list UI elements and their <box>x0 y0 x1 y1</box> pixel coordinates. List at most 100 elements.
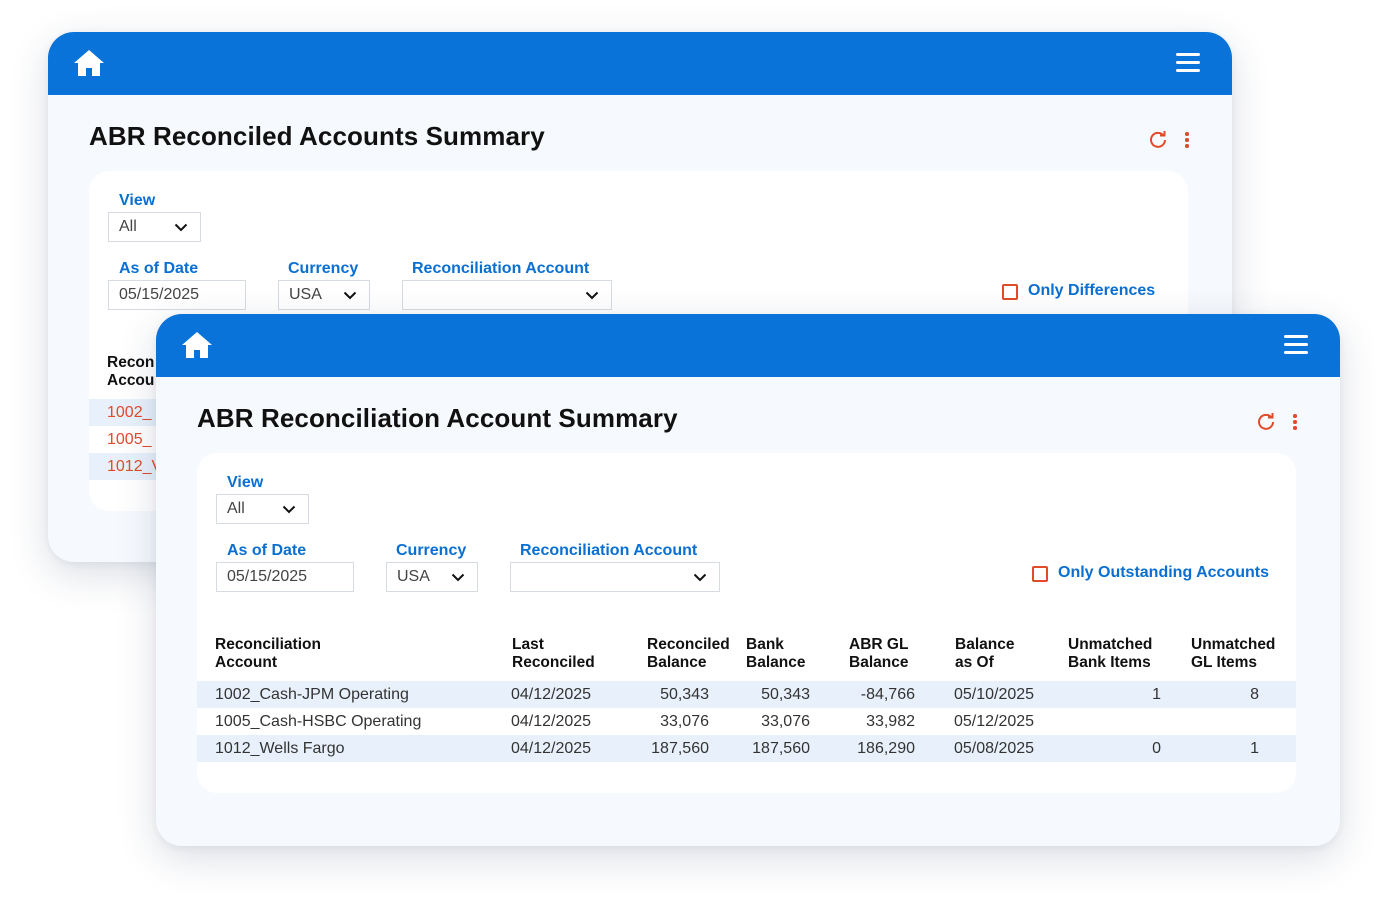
recon-account-label: Reconciliation Account <box>520 542 698 559</box>
header-line2: Balance <box>746 654 806 671</box>
header-line2: Reconciled <box>512 654 595 671</box>
view-select[interactable]: All <box>216 494 309 524</box>
chevron-down-icon <box>343 291 357 300</box>
front-window: ABR Reconciliation Account Summary View … <box>156 314 1340 846</box>
only-differences-checkbox[interactable] <box>1002 284 1018 300</box>
account-link[interactable]: 1005_ <box>107 431 152 448</box>
header-line1: Balance <box>955 636 1015 653</box>
table-row[interactable]: 1005_ <box>89 426 1188 453</box>
table-row[interactable]: 1002_Cash-JPM Operating 04/12/2025 50,34… <box>197 681 1296 708</box>
menu-icon[interactable] <box>1284 335 1308 355</box>
currency-label: Currency <box>288 260 359 277</box>
cell-bank-balance: 187,560 <box>752 740 810 757</box>
cell-balance-as-of: 05/12/2025 <box>954 713 1035 730</box>
kebab-icon[interactable] <box>1184 132 1190 150</box>
refresh-icon[interactable] <box>1256 411 1276 431</box>
col-header-unmatched-gl[interactable]: Unmatched GL Items <box>1191 636 1275 672</box>
header-line2: as Of <box>955 654 994 671</box>
currency-label: Currency <box>396 542 467 559</box>
only-outstanding-checkbox[interactable] <box>1032 566 1048 582</box>
cell-last-reconciled: 04/12/2025 <box>511 740 592 757</box>
kebab-icon[interactable] <box>1292 414 1298 432</box>
currency-select[interactable]: USA <box>386 562 478 592</box>
view-select[interactable]: All <box>108 212 201 242</box>
cell-unmatched-gl: 1 <box>1250 740 1259 757</box>
table-header-account: Recon Accou <box>107 354 154 390</box>
chevron-down-icon <box>693 573 707 582</box>
cell-unmatched-bank: 1 <box>1152 686 1161 703</box>
cell-balance-as-of: 05/10/2025 <box>954 686 1035 703</box>
summary-panel: View All As of Date 05/15/2025 Currency … <box>197 453 1296 793</box>
table-row[interactable]: 1012_Wells Fargo 04/12/2025 187,560 187,… <box>197 735 1296 762</box>
header-line1: Unmatched <box>1191 636 1276 653</box>
cell-last-reconciled: 04/12/2025 <box>511 713 592 730</box>
as-of-date-label: As of Date <box>227 542 307 559</box>
col-header-bank-balance[interactable]: Bank Balance <box>746 636 805 672</box>
view-select-value: All <box>119 218 137 235</box>
cell-last-reconciled: 04/12/2025 <box>511 686 592 703</box>
home-icon[interactable] <box>180 330 214 360</box>
chevron-down-icon <box>282 505 296 514</box>
cell-bank-balance: 33,076 <box>761 713 810 730</box>
view-select-value: All <box>227 500 245 517</box>
cell-balance-as-of: 05/08/2025 <box>954 740 1035 757</box>
recon-account-select[interactable] <box>402 280 612 310</box>
cell-account[interactable]: 1005_Cash-HSBC Operating <box>215 713 422 730</box>
recon-account-label: Reconciliation Account <box>412 260 590 277</box>
header-line1: Recon <box>107 354 155 371</box>
refresh-icon[interactable] <box>1148 129 1168 149</box>
header-line1: Reconciled <box>647 636 730 653</box>
header-line2: Bank Items <box>1068 654 1151 671</box>
cell-unmatched-gl: 8 <box>1250 686 1259 703</box>
account-link[interactable]: 1012_V <box>107 458 163 475</box>
account-link[interactable]: 1002_ <box>107 404 152 421</box>
header-line2: Account <box>215 654 277 671</box>
col-header-reconciled-balance[interactable]: Reconciled Balance <box>647 636 730 672</box>
cell-reconciled-balance: 50,343 <box>660 686 709 703</box>
header-line1: Unmatched <box>1068 636 1153 653</box>
col-header-abr-gl-balance[interactable]: ABR GL Balance <box>849 636 908 672</box>
as-of-date-input[interactable]: 05/15/2025 <box>108 280 246 310</box>
top-bar <box>156 314 1340 377</box>
cell-abr-gl-balance: 186,290 <box>857 740 915 757</box>
page-title: ABR Reconciliation Account Summary <box>197 403 678 433</box>
page-title: ABR Reconciled Accounts Summary <box>89 121 545 151</box>
header-line2: GL Items <box>1191 654 1258 671</box>
view-label: View <box>227 474 264 491</box>
table-row[interactable]: 1005_Cash-HSBC Operating 04/12/2025 33,0… <box>197 708 1296 735</box>
cell-reconciled-balance: 33,076 <box>660 713 709 730</box>
as-of-date-label: As of Date <box>119 260 199 277</box>
col-header-unmatched-bank[interactable]: Unmatched Bank Items <box>1068 636 1152 672</box>
as-of-date-input[interactable]: 05/15/2025 <box>216 562 354 592</box>
cell-abr-gl-balance: 33,982 <box>866 713 915 730</box>
recon-account-select[interactable] <box>510 562 720 592</box>
cell-account[interactable]: 1002_Cash-JPM Operating <box>215 686 409 703</box>
currency-select-value: USA <box>397 568 430 585</box>
header-line1: ABR GL <box>849 636 909 653</box>
cell-abr-gl-balance: -84,766 <box>860 686 915 703</box>
cell-bank-balance: 50,343 <box>761 686 810 703</box>
top-bar <box>48 32 1232 95</box>
home-icon[interactable] <box>72 48 106 78</box>
header-line2: Balance <box>647 654 707 671</box>
header-line1: Reconciliation <box>215 636 321 653</box>
header-line1: Bank <box>746 636 784 653</box>
chevron-down-icon <box>174 223 188 232</box>
header-line2: Balance <box>849 654 909 671</box>
col-header-account[interactable]: Reconciliation Account <box>215 636 321 672</box>
header-line1: Last <box>512 636 544 653</box>
chevron-down-icon <box>585 291 599 300</box>
cell-account[interactable]: 1012_Wells Fargo <box>215 740 345 757</box>
only-outstanding-label: Only Outstanding Accounts <box>1058 564 1269 581</box>
header-line2: Accou <box>107 372 155 389</box>
menu-icon[interactable] <box>1176 53 1200 73</box>
view-label: View <box>119 192 156 209</box>
cell-reconciled-balance: 187,560 <box>651 740 709 757</box>
cell-unmatched-bank: 0 <box>1152 740 1161 757</box>
col-header-balance-as-of[interactable]: Balance as Of <box>955 636 1014 672</box>
currency-select[interactable]: USA <box>278 280 370 310</box>
currency-select-value: USA <box>289 286 322 303</box>
chevron-down-icon <box>451 573 465 582</box>
only-differences-label: Only Differences <box>1028 282 1156 299</box>
col-header-last-reconciled[interactable]: Last Reconciled <box>512 636 595 672</box>
